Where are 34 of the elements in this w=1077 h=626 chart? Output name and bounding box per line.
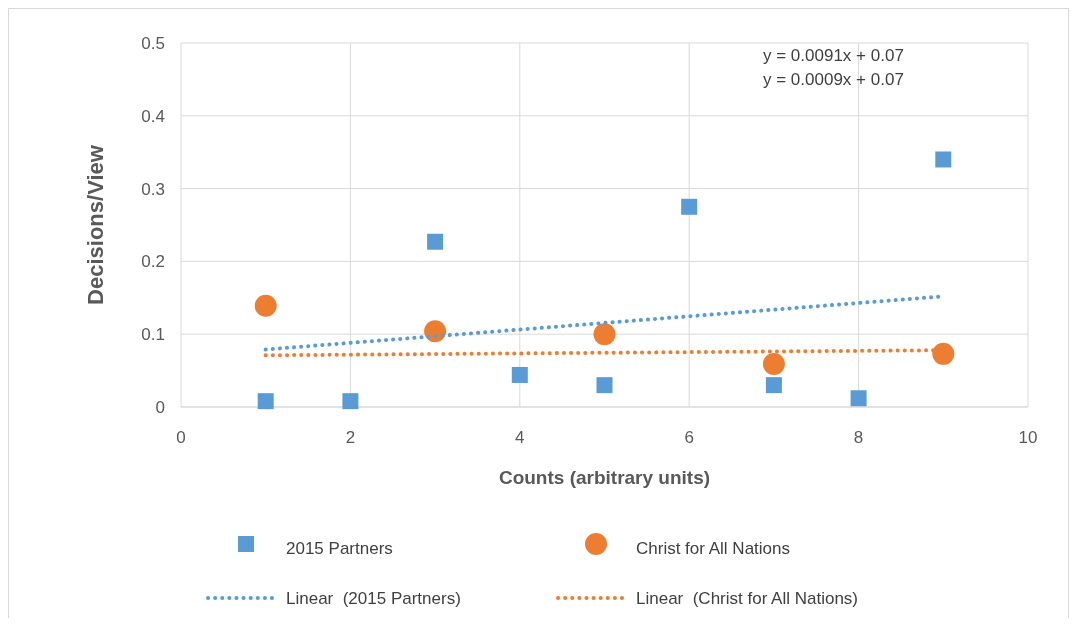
y-tick-label: 0.3 [141, 179, 165, 199]
point [342, 393, 359, 410]
point [596, 377, 613, 394]
point [681, 198, 698, 215]
annotation: y = 0.0009x + 0.07 [763, 70, 904, 89]
point [427, 233, 444, 250]
point [424, 320, 447, 343]
point [765, 377, 782, 394]
annotation: y = 0.0091x + 0.07 [763, 46, 904, 65]
x-tick-label: 10 [1018, 428, 1038, 447]
legend-label: 2015 Partners [286, 539, 393, 558]
x-tick-label: 4 [515, 428, 525, 447]
y-tick-label: 0.5 [141, 34, 165, 53]
x-tick-label: 0 [176, 428, 186, 447]
point [850, 390, 867, 407]
y-tick-label: 0.2 [141, 252, 165, 272]
legend-label: Linear (Christ for All Nations) [636, 589, 859, 608]
y-tick-label: 0.4 [141, 106, 165, 126]
point [511, 366, 528, 383]
point [932, 342, 955, 365]
legend-label: Linear (2015 Partners) [286, 589, 461, 608]
y-tick-label: 0.1 [141, 325, 165, 345]
y-axis-title: Decisions/View [83, 144, 108, 305]
x-tick-label: 2 [345, 428, 356, 447]
x-tick-label: 6 [684, 428, 694, 447]
x-axis-title: Counts (arbitrary units) [498, 467, 711, 488]
point [593, 323, 616, 346]
point [935, 151, 952, 168]
point [257, 393, 274, 410]
point [254, 294, 277, 317]
point [762, 353, 785, 376]
y-tick-label: 0 [155, 398, 165, 417]
x-tick-label: 8 [853, 428, 864, 447]
legend-label: Christ for All Nations [636, 539, 790, 558]
